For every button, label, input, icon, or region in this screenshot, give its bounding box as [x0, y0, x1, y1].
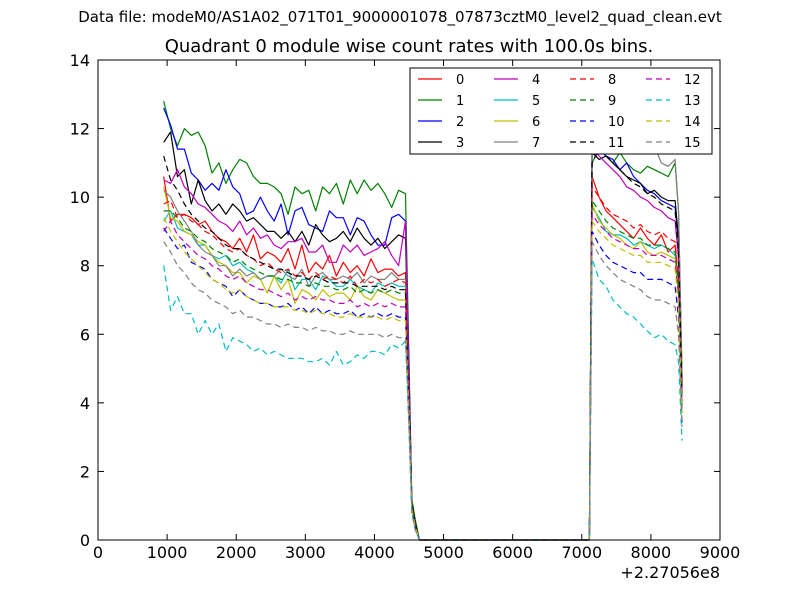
- x-tick-label: 0: [93, 543, 103, 562]
- series-line-1: [163, 100, 683, 541]
- legend-label-8: 8: [608, 73, 616, 88]
- y-tick-label: 2: [80, 462, 90, 481]
- legend-label-3: 3: [456, 136, 464, 151]
- x-tick-label: 8000: [631, 543, 672, 562]
- series-line-8: [163, 186, 683, 541]
- series-line-5: [163, 206, 683, 541]
- x-offset-label: +2.27056e8: [620, 563, 720, 582]
- legend-label-0: 0: [456, 73, 464, 88]
- legend-label-5: 5: [532, 94, 540, 109]
- y-tick-label: 14: [70, 51, 90, 70]
- y-tick-label: 6: [80, 325, 90, 344]
- x-tick-label: 4000: [354, 543, 395, 562]
- chart-supertitle: Data file: modeM0/AS1A02_071T01_90000010…: [78, 8, 722, 26]
- series-line-14: [163, 217, 683, 541]
- legend-label-2: 2: [456, 115, 464, 130]
- x-tick-label: 2000: [216, 543, 257, 562]
- plot-frame: [97, 59, 721, 541]
- series-line-3: [163, 131, 683, 541]
- legend-label-9: 9: [608, 94, 616, 109]
- series-line-12: [163, 213, 683, 541]
- legend-label-10: 10: [608, 115, 625, 130]
- legend-label-14: 14: [684, 115, 701, 130]
- series-line-9: [163, 200, 683, 541]
- y-tick-label: 12: [70, 120, 90, 139]
- x-tick-label: 7000: [561, 543, 602, 562]
- x-tick-label: 3000: [285, 543, 326, 562]
- series-line-7: [163, 90, 683, 541]
- legend-label-15: 15: [684, 136, 701, 151]
- legend-label-1: 1: [456, 94, 464, 109]
- y-tick-label: 8: [80, 257, 90, 276]
- legend-box: [409, 67, 713, 155]
- legend-label-12: 12: [684, 73, 701, 88]
- legend-label-6: 6: [532, 115, 540, 130]
- series-line-6: [163, 186, 683, 541]
- x-tick-label: 6000: [492, 543, 533, 562]
- series-line-0: [163, 176, 683, 541]
- x-tick-label: 5000: [423, 543, 464, 562]
- chart-title: Quadrant 0 module wise count rates with …: [164, 36, 654, 57]
- y-tick-label: 4: [80, 394, 90, 413]
- y-tick-label: 0: [80, 531, 90, 550]
- series-line-2: [163, 107, 683, 541]
- series-line-13: [163, 258, 683, 541]
- x-tick-label: 1000: [147, 543, 188, 562]
- y-tick-label: 10: [70, 188, 90, 207]
- legend-label-13: 13: [684, 94, 701, 109]
- legend-label-4: 4: [532, 73, 540, 88]
- legend-label-7: 7: [532, 136, 540, 151]
- x-tick-label: 9000: [700, 543, 741, 562]
- series-line-15: [163, 241, 683, 541]
- legend-label-11: 11: [608, 136, 625, 151]
